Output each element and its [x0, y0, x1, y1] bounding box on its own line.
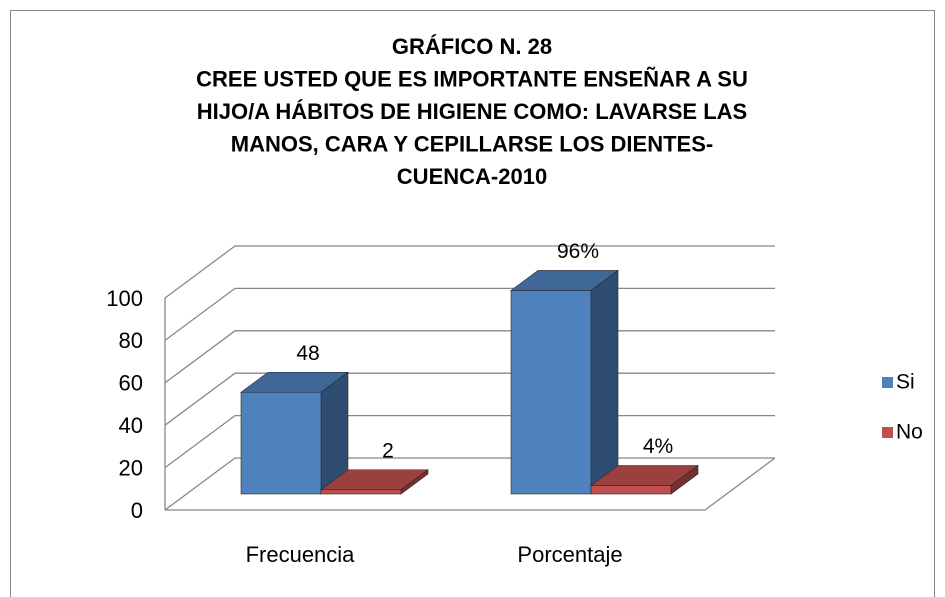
- bar: [510, 290, 592, 495]
- bar: [590, 485, 672, 495]
- grid-line: [164, 245, 775, 299]
- y-tick-label: 80: [119, 328, 143, 353]
- chart-border: [10, 10, 935, 597]
- legend-swatch: [882, 377, 893, 388]
- data-label: 2: [382, 439, 394, 462]
- x-tick-label: Porcentaje: [517, 542, 622, 567]
- data-label: 96%: [557, 240, 599, 263]
- chart-title: CREE USTED QUE ES IMPORTANTE ENSEÑAR A S…: [196, 66, 748, 91]
- chart-title: MANOS, CARA Y CEPILLARSE LOS DIENTES-: [231, 131, 713, 156]
- x-tick-label: Frecuencia: [246, 542, 356, 567]
- chart-title: CUENCA-2010: [397, 164, 547, 189]
- y-tick-label: 40: [119, 413, 143, 438]
- chart-title: HIJO/A HÁBITOS DE HIGIENE COMO: LAVARSE …: [197, 99, 747, 124]
- y-tick-label: 100: [106, 286, 143, 311]
- y-tick-label: 0: [131, 498, 143, 523]
- chart-title: GRÁFICO N. 28: [392, 34, 552, 59]
- data-label: 4%: [643, 435, 673, 458]
- legend-label: No: [896, 421, 923, 444]
- grid-line: [164, 287, 775, 341]
- bar: [240, 391, 322, 495]
- data-label: 48: [296, 342, 319, 365]
- y-tick-label: 20: [119, 455, 143, 480]
- bar: [320, 489, 402, 495]
- legend-swatch: [882, 427, 893, 438]
- grid-line: [164, 330, 775, 384]
- legend-label: Si: [896, 371, 915, 394]
- y-tick-label: 60: [119, 371, 143, 396]
- bar-side: [590, 269, 619, 495]
- floor: [165, 457, 776, 511]
